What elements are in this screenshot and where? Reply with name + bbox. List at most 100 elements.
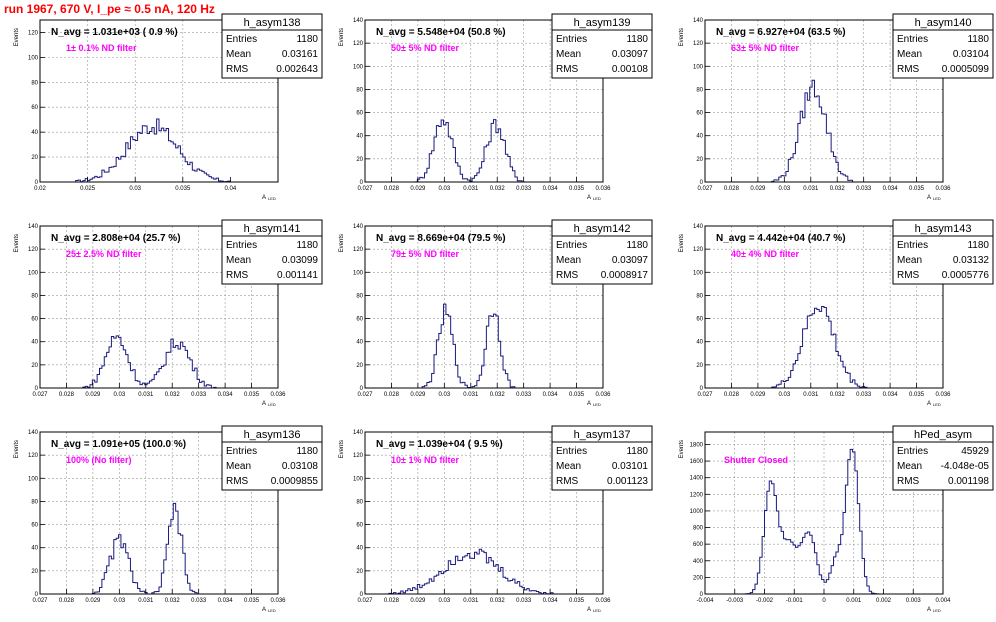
y-tick-label: 60 xyxy=(356,111,363,117)
y-tick-label: 20 xyxy=(31,363,38,369)
histogram-name: h_asym137 xyxy=(574,429,631,441)
stats-value: 1180 xyxy=(967,240,989,251)
stats-value: 1180 xyxy=(626,446,648,457)
stats-label: RMS xyxy=(897,64,920,75)
x-tick-label: -0.001 xyxy=(786,598,804,604)
x-tick-label: 0.032 xyxy=(830,392,846,398)
x-tick-label: 0.031 xyxy=(463,598,479,604)
x-tick-label: 0.033 xyxy=(516,598,532,604)
panel-h_asym140: 0.027 0.028 0.029 0.03 0.031 0.032 0.033 0.034 0… xyxy=(679,13,994,201)
x-axis-label: A xyxy=(262,401,266,407)
y-tick-label: 60 xyxy=(31,523,38,529)
y-tick-label: 20 xyxy=(356,363,363,369)
stats-label: Mean xyxy=(556,49,581,60)
x-tick-label: 0.032 xyxy=(165,598,181,604)
y-tick-label: 0 xyxy=(700,386,704,392)
x-tick-label: 0.036 xyxy=(595,186,611,192)
x-tick-label: 0.029 xyxy=(85,392,101,398)
x-tick-label: 0.032 xyxy=(490,598,506,604)
panel-hPed_asym: -0.004 -0.003 -0.002 -0.001 0 0.001 0.002 0.003… xyxy=(679,425,994,613)
panel-h_asym136: 0.027 0.028 0.029 0.03 0.031 0.032 0.033 0.034 0… xyxy=(14,425,323,613)
x-tick-label: 0.034 xyxy=(883,392,899,398)
plot-frame xyxy=(704,19,944,183)
stats-label: RMS xyxy=(226,476,249,487)
panel-h_asym137: 0.027 0.028 0.029 0.03 0.031 0.032 0.033 0.034 0… xyxy=(339,425,653,613)
y-tick-label: 80 xyxy=(356,293,363,299)
stats-box xyxy=(551,219,653,285)
x-axis-label-subscript: LED xyxy=(593,196,601,201)
stats-label: RMS xyxy=(226,64,249,75)
x-tick-label: 0.033 xyxy=(856,392,872,398)
x-tick-label: 0.031 xyxy=(463,186,479,192)
x-tick-label: 0.03 xyxy=(113,598,125,604)
x-tick-label: 0.03 xyxy=(438,392,450,398)
x-tick-label: 0.033 xyxy=(516,186,532,192)
y-tick-label: 100 xyxy=(693,64,704,70)
y-tick-label: 80 xyxy=(356,87,363,93)
plot-frame xyxy=(39,19,279,183)
stats-value: 0.0008917 xyxy=(601,270,649,281)
y-tick-label: 120 xyxy=(353,453,364,459)
y-tick-label: 20 xyxy=(356,569,363,575)
y-tick-label: 20 xyxy=(696,363,703,369)
y-tick-label: 80 xyxy=(31,293,38,299)
stats-label: Mean xyxy=(897,49,922,60)
x-tick-label: 0.034 xyxy=(543,598,559,604)
stats-value: 0.001198 xyxy=(948,476,989,487)
y-tick-label: 20 xyxy=(31,155,38,161)
histogram-name: h_asym142 xyxy=(574,223,631,235)
plot-frame xyxy=(364,431,604,595)
y-tick-label: 40 xyxy=(31,340,38,346)
stats-box xyxy=(892,13,994,79)
x-axis-label: A xyxy=(927,401,931,407)
y-axis-label: Events xyxy=(14,234,20,252)
x-tick-label: 0.029 xyxy=(410,392,426,398)
histogram-series xyxy=(365,548,603,595)
panel-h_asym139: 0.027 0.028 0.029 0.03 0.031 0.032 0.033 0.034 0… xyxy=(339,13,653,201)
panel-h_asym141: 0.027 0.028 0.029 0.03 0.031 0.032 0.033 0.034 0… xyxy=(14,219,323,407)
filter-annotation: 40± 4% ND filter xyxy=(731,249,799,259)
x-tick-label: 0 xyxy=(822,598,826,604)
x-tick-label: 0.027 xyxy=(32,392,48,398)
x-axis-label-subscript: LED xyxy=(268,196,276,201)
x-tick-label: 0.029 xyxy=(750,392,766,398)
x-tick-label: 0.031 xyxy=(803,186,819,192)
x-tick-label: 0.027 xyxy=(357,392,373,398)
x-tick-label: 0.036 xyxy=(935,392,951,398)
x-tick-label: 0.03 xyxy=(438,186,450,192)
x-axis-label-subscript: LED xyxy=(268,402,276,407)
x-axis-label: A xyxy=(262,195,266,201)
y-tick-label: 100 xyxy=(28,476,39,482)
filter-annotation: 10± 1% ND filter xyxy=(391,455,459,465)
x-tick-label: 0.027 xyxy=(697,392,713,398)
x-axis-label: A xyxy=(262,607,266,613)
stats-label: Entries xyxy=(897,34,928,45)
stats-label: RMS xyxy=(897,476,920,487)
x-tick-label: 0.032 xyxy=(830,186,846,192)
stats-label: RMS xyxy=(556,476,579,487)
x-tick-label: 0.03 xyxy=(438,598,450,604)
y-axis-label: Events xyxy=(679,440,685,458)
histogram-name: h_asym139 xyxy=(574,17,631,29)
run-title: run 1967, 670 V, I_pe ≈ 0.5 nA, 120 Hz xyxy=(4,2,215,16)
x-tick-label: 0.031 xyxy=(138,392,154,398)
y-tick-label: 100 xyxy=(353,64,364,70)
y-tick-label: 60 xyxy=(356,317,363,323)
stats-box xyxy=(221,13,323,79)
stats-label: Mean xyxy=(897,255,922,266)
y-tick-label: 140 xyxy=(693,18,704,24)
y-tick-label: 80 xyxy=(31,80,38,86)
x-tick-label: 0.029 xyxy=(750,186,766,192)
x-tick-label: 0.027 xyxy=(697,186,713,192)
plot-frame xyxy=(704,225,944,389)
histogram-name: h_asym138 xyxy=(244,17,301,29)
y-tick-label: 140 xyxy=(353,224,364,230)
navg-label: N_avg = 5.548e+04 (50.8 %) xyxy=(376,27,506,38)
x-tick-label: 0.03 xyxy=(778,186,790,192)
x-tick-label: 0.031 xyxy=(803,392,819,398)
stats-value: 1180 xyxy=(296,240,318,251)
stats-value: 0.002643 xyxy=(276,64,318,75)
y-tick-label: 400 xyxy=(693,559,704,565)
navg-label: N_avg = 1.039e+04 ( 9.5 %) xyxy=(376,439,503,450)
y-tick-label: 1000 xyxy=(690,509,704,515)
